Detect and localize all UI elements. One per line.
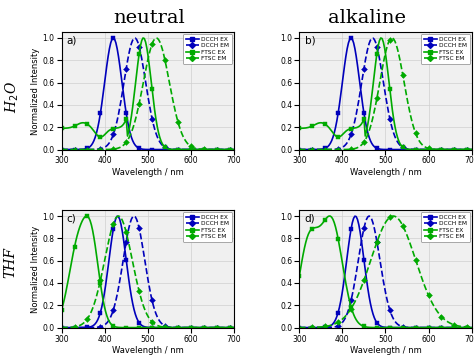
Legend: DCCH EX, DCCH EM, FTSC EX, FTSC EM: DCCH EX, DCCH EM, FTSC EX, FTSC EM bbox=[421, 212, 470, 242]
X-axis label: Wavelength / nm: Wavelength / nm bbox=[112, 346, 183, 355]
X-axis label: Wavelength / nm: Wavelength / nm bbox=[350, 168, 421, 177]
Text: b): b) bbox=[304, 36, 315, 46]
Legend: DCCH EX, DCCH EM, FTSC EX, FTSC EM: DCCH EX, DCCH EM, FTSC EX, FTSC EM bbox=[183, 212, 232, 242]
Text: a): a) bbox=[67, 36, 77, 46]
Text: alkaline: alkaline bbox=[328, 9, 406, 27]
Legend: DCCH EX, DCCH EM, FTSC EX, FTSC EM: DCCH EX, DCCH EM, FTSC EX, FTSC EM bbox=[421, 34, 470, 64]
X-axis label: Wavelength / nm: Wavelength / nm bbox=[112, 168, 183, 177]
Legend: DCCH EX, DCCH EM, FTSC EX, FTSC EM: DCCH EX, DCCH EM, FTSC EX, FTSC EM bbox=[183, 34, 232, 64]
Text: neutral: neutral bbox=[113, 9, 185, 27]
Y-axis label: Normalized Intensity: Normalized Intensity bbox=[31, 48, 40, 135]
Y-axis label: Normalized Intensity: Normalized Intensity bbox=[31, 225, 40, 312]
Text: THF: THF bbox=[4, 247, 18, 278]
Text: d): d) bbox=[304, 214, 315, 224]
X-axis label: Wavelength / nm: Wavelength / nm bbox=[350, 346, 421, 355]
Text: H$_2$O: H$_2$O bbox=[4, 81, 21, 113]
Text: c): c) bbox=[67, 214, 76, 224]
